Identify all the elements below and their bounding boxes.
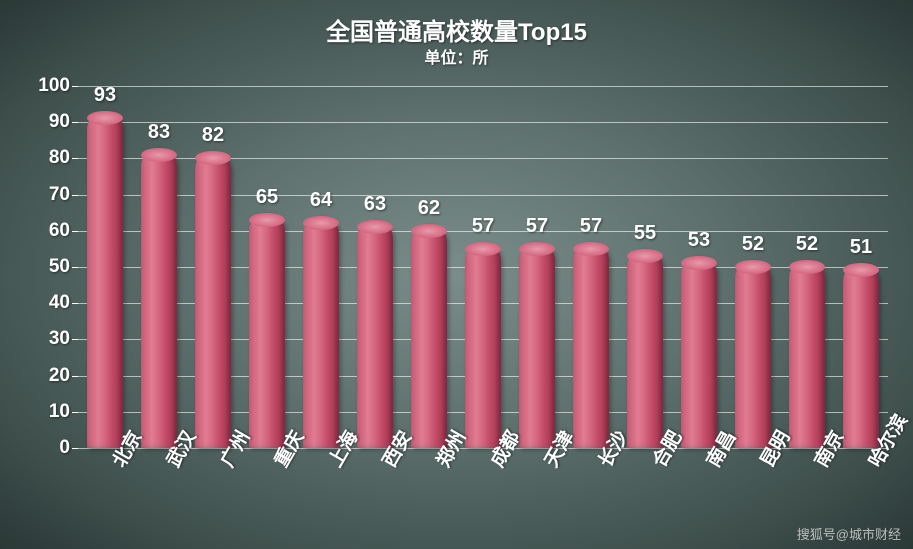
bar xyxy=(627,249,663,448)
bar-value-label: 62 xyxy=(418,197,440,220)
bar xyxy=(357,220,393,448)
bar-value-label: 83 xyxy=(148,121,170,144)
bar-group: 53 xyxy=(672,229,726,448)
bars-group: 93 83 82 65 64 63 62 57 57 57 55 53 52 52 51 xyxy=(78,86,888,448)
x-axis-labels: 北京武汉广州重庆上海西安郑州成都天津长沙合肥南昌昆明南京哈尔滨 xyxy=(78,452,888,532)
bar-group: 55 xyxy=(618,222,672,448)
x-axis-label-wrap: 南昌 xyxy=(672,452,726,532)
bar xyxy=(87,111,123,448)
bar xyxy=(573,242,609,448)
x-axis-label-wrap: 天津 xyxy=(510,452,564,532)
bar-value-label: 53 xyxy=(688,229,710,252)
bar-value-label: 65 xyxy=(256,186,278,209)
bar-value-label: 57 xyxy=(472,215,494,238)
x-axis-label-wrap: 广州 xyxy=(186,452,240,532)
bar-group: 62 xyxy=(402,197,456,448)
x-axis-label-wrap: 合肥 xyxy=(618,452,672,532)
bar-group: 52 xyxy=(780,233,834,448)
x-axis-label-wrap: 长沙 xyxy=(564,452,618,532)
bar xyxy=(465,242,501,448)
x-axis-label-wrap: 武汉 xyxy=(132,452,186,532)
x-axis-label-wrap: 南京 xyxy=(780,452,834,532)
bar-value-label: 52 xyxy=(796,233,818,256)
bar xyxy=(141,148,177,448)
bar xyxy=(789,260,825,448)
x-axis-label-wrap: 上海 xyxy=(294,452,348,532)
bar-group: 57 xyxy=(456,215,510,448)
chart-title: 全国普通高校数量Top15 xyxy=(0,12,913,47)
bar xyxy=(303,216,339,448)
bar-value-label: 52 xyxy=(742,233,764,256)
y-axis-tick-label: 40 xyxy=(49,292,70,314)
bar-group: 83 xyxy=(132,121,186,448)
bar xyxy=(735,260,771,448)
bar-value-label: 64 xyxy=(310,189,332,212)
bar xyxy=(843,263,879,448)
bar-group: 65 xyxy=(240,186,294,448)
bar-value-label: 93 xyxy=(94,84,116,107)
x-axis-label-wrap: 成都 xyxy=(456,452,510,532)
bar-group: 64 xyxy=(294,189,348,448)
bar-group: 52 xyxy=(726,233,780,448)
x-axis-label-wrap: 郑州 xyxy=(402,452,456,532)
y-axis-tick xyxy=(72,448,78,449)
bar xyxy=(519,242,555,448)
y-axis-tick-label: 100 xyxy=(38,75,70,97)
bar-group: 57 xyxy=(510,215,564,448)
chart-subtitle: 单位：所 xyxy=(0,44,913,68)
y-axis-tick-label: 0 xyxy=(59,437,70,459)
x-axis-label-wrap: 昆明 xyxy=(726,452,780,532)
bar-value-label: 51 xyxy=(850,236,872,259)
x-axis-label-wrap: 西安 xyxy=(348,452,402,532)
bar-group: 57 xyxy=(564,215,618,448)
bar-group: 63 xyxy=(348,193,402,448)
bar xyxy=(249,213,285,448)
y-axis-tick-label: 20 xyxy=(49,365,70,387)
chart-container: 全国普通高校数量Top15 单位：所 0 10 20 30 40 50 60 70 80 90 10… xyxy=(0,0,913,549)
x-axis-label-wrap: 重庆 xyxy=(240,452,294,532)
bar xyxy=(681,256,717,448)
bar-value-label: 57 xyxy=(526,215,548,238)
y-axis-tick-label: 10 xyxy=(49,401,70,423)
bar xyxy=(195,151,231,448)
y-axis-tick-label: 50 xyxy=(49,256,70,278)
bar xyxy=(411,224,447,448)
x-axis-label-wrap: 北京 xyxy=(78,452,132,532)
bar-group: 82 xyxy=(186,124,240,448)
y-axis-tick-label: 30 xyxy=(49,328,70,350)
y-axis-tick-label: 80 xyxy=(49,147,70,169)
watermark: 搜狐号@城市财经 xyxy=(797,524,901,543)
y-axis-tick-label: 60 xyxy=(49,220,70,242)
y-axis-tick-label: 90 xyxy=(49,111,70,133)
x-axis-label-wrap: 哈尔滨 xyxy=(834,452,888,532)
bar-value-label: 82 xyxy=(202,124,224,147)
bar-value-label: 57 xyxy=(580,215,602,238)
bar-group: 51 xyxy=(834,236,888,448)
plot-area: 0102030405060708090100 93838265646362575… xyxy=(78,86,888,448)
bar-value-label: 63 xyxy=(364,193,386,216)
bar-group: 93 xyxy=(78,84,132,448)
bar-value-label: 55 xyxy=(634,222,656,245)
y-axis-tick-label: 70 xyxy=(49,184,70,206)
